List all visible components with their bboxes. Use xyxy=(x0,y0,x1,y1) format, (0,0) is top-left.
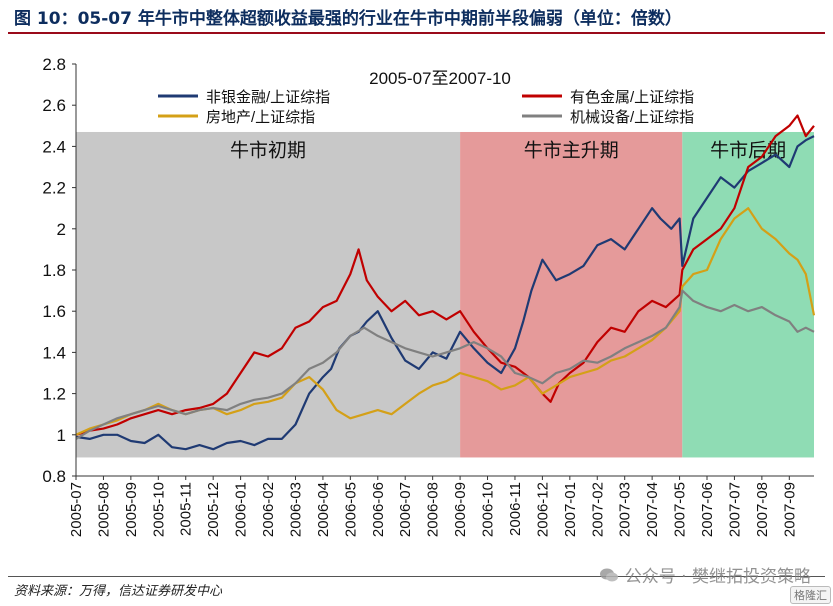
y-tick-label: 1.2 xyxy=(42,385,66,404)
x-tick-label: 2007-05 xyxy=(672,482,689,537)
phase-label: 牛市主升期 xyxy=(524,140,619,162)
x-tick-label: 2007-03 xyxy=(617,482,634,537)
y-tick-label: 0.8 xyxy=(42,467,66,486)
y-tick-label: 2.2 xyxy=(42,179,66,198)
x-tick-label: 2005-07 xyxy=(68,482,85,537)
y-tick-label: 1.8 xyxy=(42,261,66,280)
x-tick-label: 2005-09 xyxy=(123,482,140,537)
x-tick-label: 2006-09 xyxy=(452,482,469,537)
legend-label: 非银金融/上证综指 xyxy=(206,89,330,106)
y-tick-label: 1 xyxy=(57,426,66,445)
x-tick-label: 2006-12 xyxy=(534,482,551,537)
phase-bands xyxy=(76,131,814,458)
chart-title: 2005-07至2007-10 xyxy=(369,69,511,88)
source-divider xyxy=(8,576,825,577)
x-tick-label: 2005-11 xyxy=(178,482,195,536)
watermark: 公众号 · 樊继拓投资策略 xyxy=(599,562,811,587)
x-tick-label: 2006-08 xyxy=(425,482,442,537)
x-tick-label: 2007-06 xyxy=(699,482,716,537)
y-tick-label: 2.8 xyxy=(42,55,66,74)
x-tick-label: 2006-07 xyxy=(397,482,414,537)
figure-title: 图 10：05-07 年牛市中整体超额收益最强的行业在牛市中期前半段偏弱（单位：… xyxy=(14,9,682,29)
axes: 0.8 1 1.2 1.4 1.6 1.8 2 2.2 2.4 2.6 2.8 2005-07 2005… xyxy=(42,55,814,537)
x-tick-label: 2005-12 xyxy=(205,482,222,537)
phase-label: 牛市后期 xyxy=(710,140,786,162)
x-tick-label: 2006-03 xyxy=(287,482,304,537)
legend-label: 房地产/上证综指 xyxy=(206,109,315,126)
x-tick-label: 2006-02 xyxy=(260,482,277,537)
phase-band xyxy=(460,131,683,458)
y-tick-label: 1.6 xyxy=(42,302,66,321)
x-tick-label: 2007-07 xyxy=(726,482,743,537)
source-note: 资料来源：万得，信达证券研发中心 xyxy=(14,584,223,599)
x-tick-label: 2005-08 xyxy=(95,482,112,537)
x-tick-label: 2007-08 xyxy=(754,482,771,537)
watermark-text: 公众号 · 樊继拓投资策略 xyxy=(624,567,811,587)
phase-label: 牛市初期 xyxy=(230,140,306,162)
x-tick-label: 2006-01 xyxy=(233,482,250,537)
legend-label: 有色金属/上证综指 xyxy=(570,89,694,106)
title-divider xyxy=(8,32,825,34)
wechat-icon xyxy=(599,568,618,581)
phase-labels: 牛市初期 牛市主升期 牛市后期 xyxy=(230,140,786,162)
x-tick-label: 2006-06 xyxy=(370,482,387,537)
y-tick-label: 2.6 xyxy=(42,96,66,115)
series-lines xyxy=(75,114,816,451)
x-tick-label: 2007-09 xyxy=(781,482,798,537)
y-tick-label: 2 xyxy=(57,220,66,239)
x-tick-label: 2007-02 xyxy=(589,482,606,537)
x-tick-label: 2007-04 xyxy=(644,482,661,537)
x-tick-label: 2005-10 xyxy=(150,482,167,537)
x-tick-label: 2006-11 xyxy=(507,482,524,536)
phase-band xyxy=(76,131,461,458)
phase-band xyxy=(682,131,814,458)
series-line xyxy=(75,289,815,440)
x-tick-label: 2006-10 xyxy=(480,482,497,537)
legend-label: 机械设备/上证综指 xyxy=(570,109,694,126)
badge: 格隆汇 xyxy=(790,586,831,604)
y-tick-label: 1.4 xyxy=(42,343,66,362)
series-line xyxy=(75,114,815,436)
series-line xyxy=(75,135,815,451)
y-tick-label: 2.4 xyxy=(42,137,66,156)
x-tick-label: 2006-05 xyxy=(342,482,359,537)
x-tick-label: 2006-04 xyxy=(315,482,332,537)
x-tick-label: 2007-01 xyxy=(562,482,579,537)
line-chart: 牛市初期 牛市主升期 牛市后期 0.8 1 1.2 1.4 1.6 1.8 2 2.2 2.4 2.6… xyxy=(42,55,816,537)
